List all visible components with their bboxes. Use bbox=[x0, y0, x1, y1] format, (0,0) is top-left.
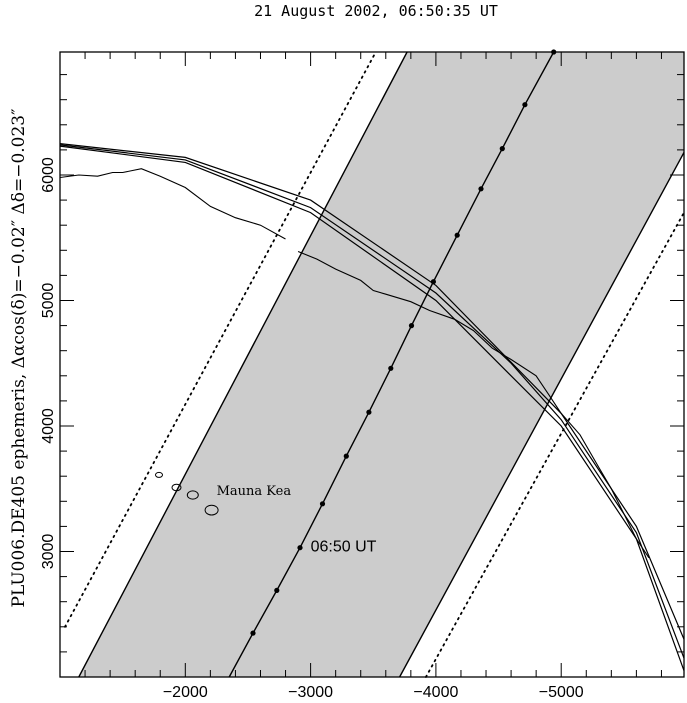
island-kauai bbox=[155, 471, 163, 478]
x-tick-label: −2000 bbox=[163, 684, 208, 701]
x-tick-label: −3000 bbox=[288, 684, 333, 701]
annotation-1: Mauna Kea bbox=[217, 484, 292, 499]
coastline-2 bbox=[297, 250, 650, 559]
series-marker-6 bbox=[366, 409, 372, 415]
annotation-2: 06:50 UT bbox=[311, 539, 377, 556]
island-oahu bbox=[171, 483, 182, 492]
annotations-layer: Mauna Kea 06:50 UT bbox=[217, 484, 377, 556]
island-hawaii bbox=[204, 504, 219, 516]
y-tick-label: 4000 bbox=[40, 408, 57, 444]
series-line-3 bbox=[425, 211, 685, 678]
data-lines-layer bbox=[59, 51, 685, 678]
coastline-1 bbox=[59, 168, 286, 240]
y-tick-label: 5000 bbox=[40, 283, 57, 319]
y-tick-label: 3000 bbox=[40, 534, 57, 570]
x-tick-label: −5000 bbox=[539, 684, 584, 701]
series-line-2 bbox=[64, 51, 377, 628]
y-tick-label: 6000 bbox=[40, 157, 57, 193]
series-marker-7 bbox=[388, 365, 394, 371]
series-marker-13 bbox=[522, 102, 528, 108]
series-marker-9 bbox=[430, 279, 436, 285]
shadow-band bbox=[78, 52, 685, 677]
series-marker-10 bbox=[454, 232, 460, 238]
series-marker-1 bbox=[250, 630, 256, 636]
island-maui bbox=[186, 490, 199, 500]
series-marker-2 bbox=[274, 587, 280, 594]
series-marker-12 bbox=[499, 146, 505, 152]
series-marker-11 bbox=[478, 186, 484, 192]
y-axis-label: PLU006.DE405 ephemeris, Δαcos(δ)=−0.02″ … bbox=[9, 109, 29, 608]
x-tick-label: −4000 bbox=[413, 684, 458, 701]
shadow-band-west-edge bbox=[78, 51, 408, 678]
shadow-band-layer bbox=[78, 51, 685, 678]
axes-layer: −2000 −3000 −4000 −5000 3000 4000 5000 6000 bbox=[40, 51, 685, 701]
plot-frame bbox=[59, 51, 685, 678]
series-marker-3 bbox=[297, 545, 303, 551]
series-marker-4 bbox=[319, 501, 326, 507]
chart-title: 21 August 2002, 06:50:35 UT bbox=[254, 2, 498, 20]
series-marker-5 bbox=[343, 453, 349, 459]
earth-limb-line-3 bbox=[59, 143, 685, 640]
series-marker-8 bbox=[408, 323, 415, 329]
shadow-band-east-edge bbox=[398, 152, 685, 678]
